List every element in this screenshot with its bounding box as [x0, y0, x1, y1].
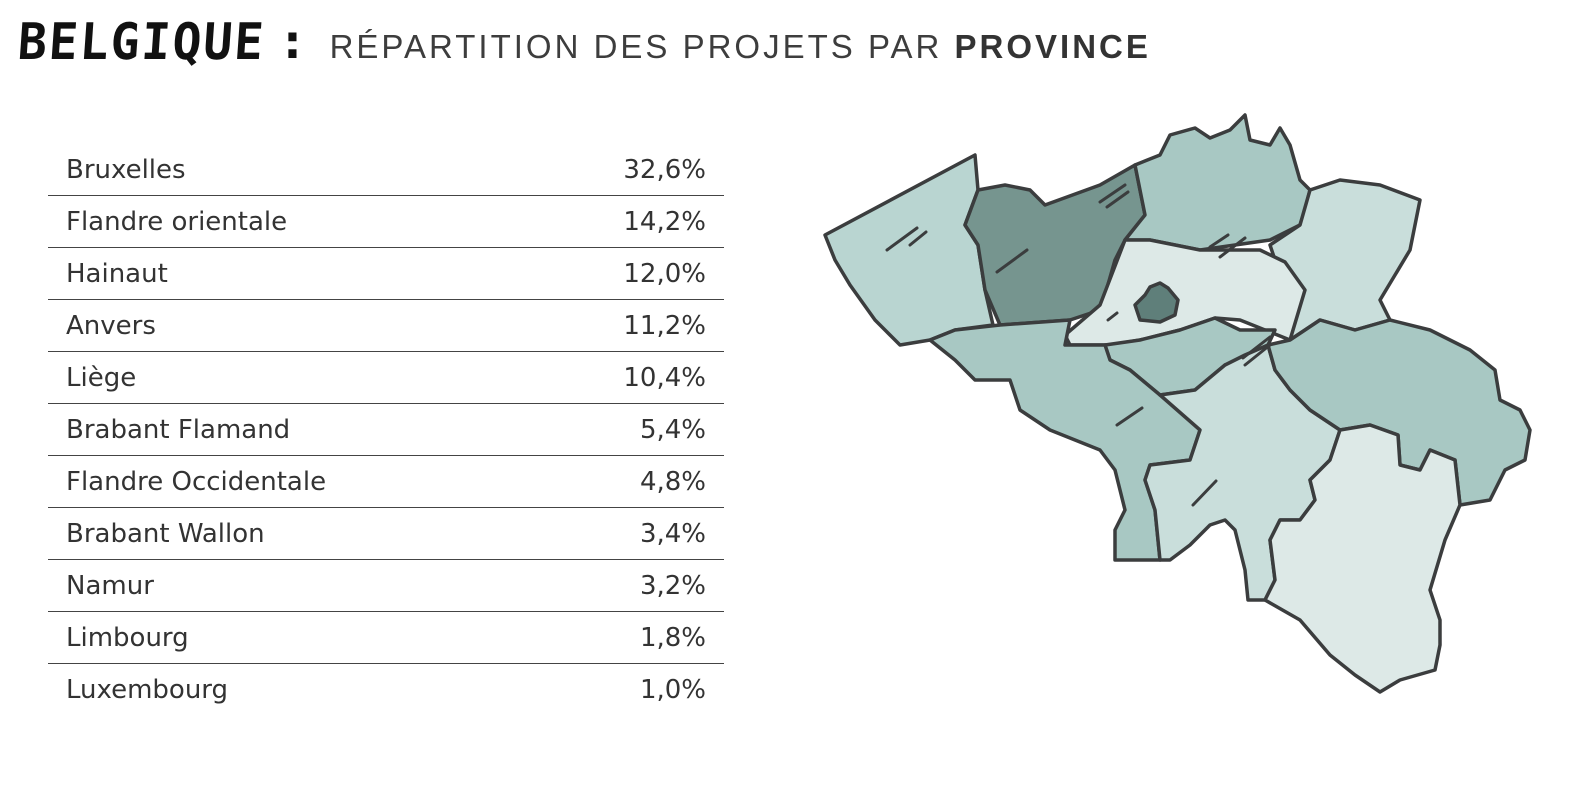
province-percentage: 10,4% — [530, 351, 724, 404]
table-row: Flandre Occidentale 4,8% — [48, 455, 724, 508]
province-name: Anvers — [48, 299, 531, 352]
province-brabant-flamand — [1063, 238, 1307, 347]
province-percentage: 3,2% — [530, 559, 724, 612]
province-name: Brabant Wallon — [48, 507, 531, 560]
province-name: Bruxelles — [66, 154, 186, 185]
province-luxembourg — [1263, 423, 1462, 694]
province-percentage: 32,6% — [623, 154, 706, 185]
table-row: Limbourg 1,8% — [48, 611, 724, 664]
province-percentage: 12,0% — [530, 247, 724, 300]
table-row: Brabant Flamand 5,4% — [48, 403, 724, 456]
province-percentage: 1,0% — [530, 663, 724, 715]
province-name: Namur — [48, 559, 531, 612]
province-percentage: 3,4% — [530, 507, 724, 560]
title-colon: : — [283, 15, 302, 69]
province-anvers — [1123, 113, 1312, 252]
province-name: Limbourg — [48, 611, 531, 664]
province-percentage: 11,2% — [530, 299, 724, 352]
title-subtitle: RÉPARTITION DES PROJETS PAR PROVINCE — [330, 28, 1151, 66]
province-flandre-orientale — [963, 163, 1147, 327]
hatch-marks — [885, 183, 1272, 507]
province-name: Hainaut — [48, 247, 531, 300]
province-percentage: 5,4% — [530, 403, 724, 456]
province-percentage: 14,2% — [530, 195, 724, 248]
province-percentage: 1,8% — [530, 611, 724, 664]
table-row: Namur 3,2% — [48, 559, 724, 612]
table-row: Bruxelles 32,6% — [48, 144, 724, 196]
province-table: Bruxelles 32,6% Flandre orientale 14,2% Hain… — [48, 144, 724, 715]
table-row: Flandre orientale 14,2% — [48, 195, 724, 248]
subtitle-bold: PROVINCE — [954, 28, 1151, 65]
province-name: Flandre Occidentale — [48, 455, 531, 508]
province-bruxelles — [1133, 281, 1180, 324]
province-flandre-occidentale — [823, 153, 995, 347]
table-row: Luxembourg 1,0% — [48, 663, 724, 715]
page-title: BELGIQUE : RÉPARTITION DES PROJETS PAR P… — [16, 13, 1151, 72]
province-name: Liège — [48, 351, 531, 404]
subtitle-prefix: RÉPARTITION DES PROJETS PAR — [329, 28, 943, 65]
province-name: Flandre orientale — [48, 195, 531, 248]
table-row: Brabant Wallon 3,4% — [48, 507, 724, 560]
province-percentage: 4,8% — [530, 455, 724, 508]
table-row: Anvers 11,2% — [48, 299, 724, 352]
table-row: Liège 10,4% — [48, 351, 724, 404]
province-name: Brabant Flamand — [48, 403, 531, 456]
table-row: Hainaut 12,0% — [48, 247, 724, 300]
province-name: Luxembourg — [48, 663, 531, 715]
